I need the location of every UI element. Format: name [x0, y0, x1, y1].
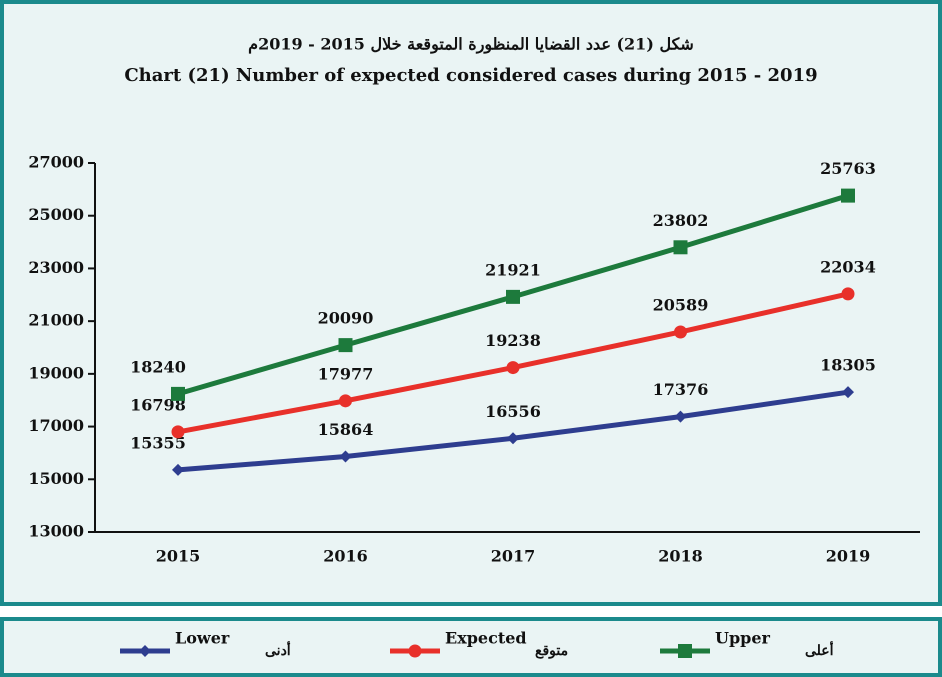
y-tick-label: 21000: [28, 311, 84, 330]
marker: [841, 188, 855, 203]
data-label: 19238: [485, 331, 541, 350]
y-tick-label: 17000: [28, 416, 84, 435]
marker: [339, 394, 352, 408]
marker: [408, 644, 422, 658]
marker: [171, 425, 185, 439]
marker: [673, 240, 688, 255]
data-label: 16556: [485, 402, 541, 421]
x-tick-label: 2019: [826, 547, 871, 566]
legend-label-ar: أدنى: [265, 640, 291, 659]
legend-label: Upper: [715, 629, 771, 648]
x-tick-label: 2016: [323, 547, 368, 566]
y-tick-label: 23000: [28, 258, 84, 277]
data-label: 21921: [485, 260, 541, 279]
marker: [841, 287, 855, 301]
marker: [172, 463, 184, 476]
y-tick-label: 13000: [28, 522, 84, 541]
marker: [507, 432, 519, 445]
legend-frame: [0, 617, 942, 677]
x-tick-label: 2017: [491, 547, 536, 566]
marker: [338, 338, 353, 353]
y-tick-label: 15000: [28, 469, 84, 488]
x-tick-label: 2018: [658, 547, 703, 566]
data-label: 15355: [130, 433, 186, 452]
data-label: 17376: [653, 380, 709, 399]
data-label: 17977: [318, 364, 374, 383]
data-label: 20090: [318, 309, 374, 328]
marker: [506, 289, 520, 304]
marker: [674, 410, 687, 423]
y-tick-label: 27000: [28, 153, 84, 172]
marker: [674, 325, 687, 339]
y-tick-label: 19000: [28, 363, 84, 382]
marker: [171, 386, 185, 401]
marker: [842, 386, 854, 399]
data-label: 18240: [130, 357, 186, 376]
data-label: 15864: [318, 420, 374, 439]
data-label: 20589: [653, 295, 709, 314]
legend-label: Expected: [445, 629, 527, 648]
chart-frame: [0, 0, 942, 606]
chart-title: Chart (21) Number of expected considered…: [124, 65, 817, 86]
data-label: 18305: [820, 356, 876, 375]
marker: [506, 361, 520, 375]
x-tick-label: 2015: [156, 547, 201, 566]
data-label: 22034: [820, 257, 876, 276]
legend-label-ar: متوقع: [535, 643, 568, 659]
marker: [139, 645, 151, 657]
marker: [678, 644, 692, 658]
data-label: 25763: [820, 159, 876, 178]
y-tick-label: 25000: [28, 205, 84, 224]
marker: [339, 450, 352, 463]
chart-title-ar: شكل (21) عدد القضايا المنظورة المتوقعة خ…: [248, 35, 694, 55]
legend-label-ar: أعلى: [805, 640, 834, 659]
legend-label: Lower: [175, 629, 230, 648]
data-label: 23802: [653, 211, 709, 230]
